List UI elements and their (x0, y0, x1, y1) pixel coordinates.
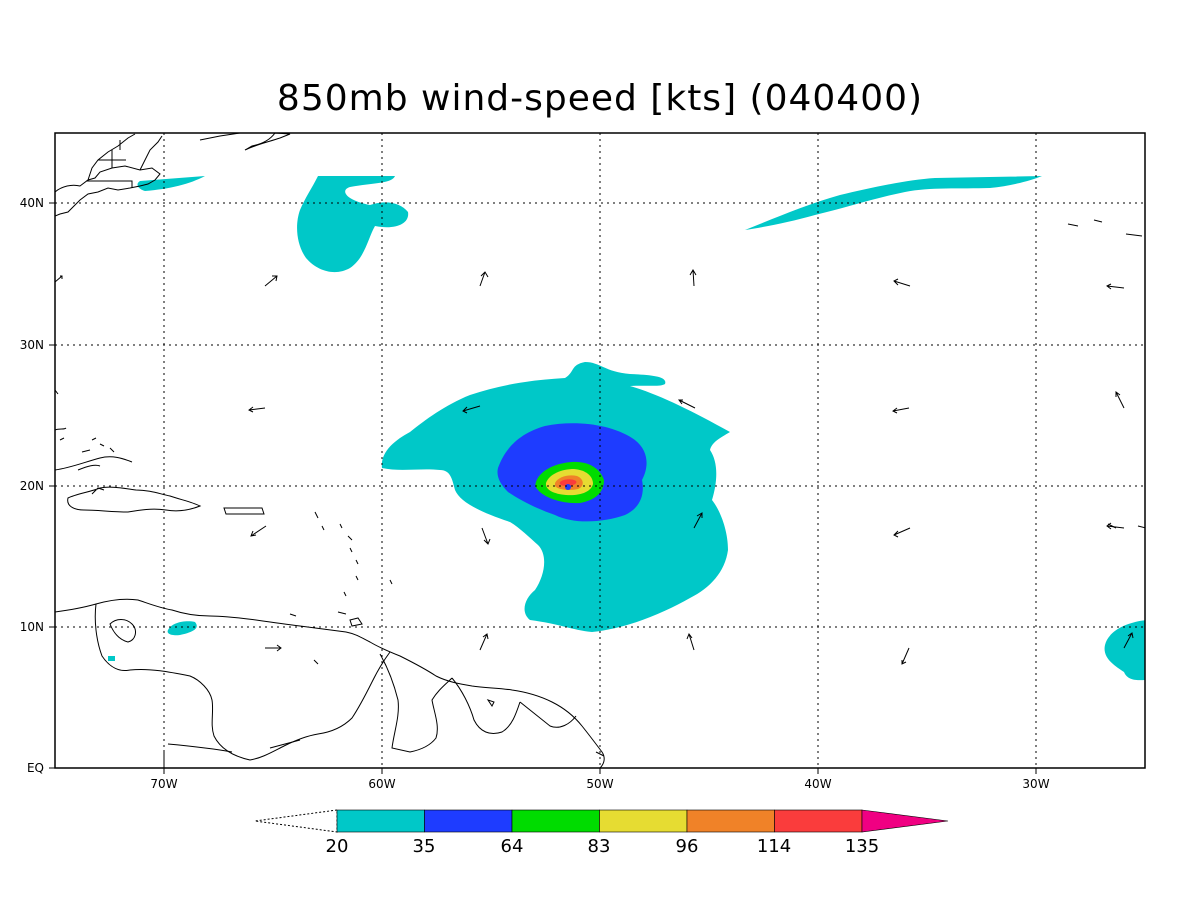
wind-vector (462, 405, 481, 414)
coast-small-islands (289, 613, 605, 757)
colorbar-label: 135 (845, 836, 879, 857)
wind-vector (686, 632, 695, 651)
colorbar-label: 83 (588, 836, 611, 857)
coast-hispaniola (67, 486, 202, 513)
colorbar-label: 64 (501, 836, 524, 857)
coast-colombia-west (94, 603, 131, 671)
patch-east-edge (1104, 620, 1145, 681)
border-venezuela (129, 651, 391, 761)
colorbar-cell (511, 809, 600, 833)
wind-vector (892, 407, 910, 414)
wind-vector (1123, 632, 1134, 649)
wind-vector (248, 406, 266, 413)
colorbar-cell (599, 809, 688, 833)
wind-vector (1115, 391, 1125, 409)
lat-label: 20N (20, 479, 44, 493)
lat-label: 30N (20, 338, 44, 352)
wind-vector (265, 644, 282, 652)
wind-vector (481, 527, 491, 545)
wind-vector (1106, 283, 1125, 290)
coast-canaries (1107, 523, 1145, 529)
wind-vector (1106, 522, 1125, 530)
wind-vector (901, 647, 910, 665)
lon-label: 30W (1022, 777, 1049, 791)
wind-vector (678, 399, 696, 409)
cutoff-low-patch (297, 176, 409, 273)
wind-vector (693, 512, 703, 529)
longitude-labels: 70W 60W 50W 40W 30W (150, 777, 1049, 791)
colorbar-cell (336, 809, 425, 833)
coast-azores (1067, 219, 1143, 237)
colorbar-label: 96 (676, 836, 699, 857)
coast-south-america (55, 598, 605, 768)
colorbar-low-arrow (254, 809, 338, 833)
patch-venezuela (167, 621, 197, 636)
colorbar-cell (424, 809, 513, 833)
coast-lake-maracaibo (109, 619, 136, 643)
lat-label: EQ (27, 761, 44, 775)
wind-vector (479, 633, 489, 651)
coastlines (55, 133, 1145, 768)
lon-label: 60W (368, 777, 395, 791)
wind-shading-114-135 (559, 479, 577, 486)
patch-small (108, 656, 115, 661)
lon-label: 70W (150, 777, 177, 791)
wind-vectors (55, 269, 1134, 665)
jet-band-northeast (745, 176, 1042, 230)
lon-label: 50W (586, 777, 613, 791)
wind-vector (893, 527, 911, 538)
wind-vector (264, 275, 278, 287)
lat-label: 10N (20, 620, 44, 634)
coast-bahamas (81, 437, 115, 453)
wind-vector (893, 278, 911, 287)
border-guyana-suriname (379, 653, 577, 753)
coast-puerto-rico (223, 507, 265, 515)
colorbar-cell (686, 809, 775, 833)
coast-new-england (87, 133, 163, 181)
lon-label: 40W (804, 777, 831, 791)
graticule (55, 133, 1145, 768)
wind-shading-20-35 (108, 176, 1145, 681)
axis-ticks (49, 202, 1037, 774)
wind-vector (479, 271, 489, 287)
coast-trinidad (337, 611, 363, 627)
coast-florida-keys (55, 389, 67, 441)
coast-nova-scotia (199, 133, 291, 151)
wind-vector (689, 269, 697, 287)
colorbar: 20 35 64 83 96 114 135 (254, 809, 949, 857)
colorbar-cells (336, 809, 863, 833)
coast-cuba (55, 456, 133, 471)
colorbar-label: 20 (326, 836, 349, 857)
colorbar-labels: 20 35 64 83 96 114 135 (326, 836, 880, 857)
wind-vector (55, 275, 63, 283)
colorbar-label: 35 (413, 836, 436, 857)
patch-new-england (137, 176, 205, 191)
lat-label: 40N (20, 196, 44, 210)
coast-north-america (55, 165, 161, 217)
latitude-labels: 40N 30N 20N 10N EQ (20, 196, 44, 775)
colorbar-cell (774, 809, 863, 833)
coast-lesser-antilles (314, 511, 393, 597)
colorbar-label: 114 (757, 836, 791, 857)
wind-vector (250, 525, 267, 537)
storm-eye (565, 484, 571, 490)
state-boundaries (86, 140, 133, 188)
map-title: 850mb wind-speed [kts] (040400) (276, 78, 924, 119)
colorbar-high-arrow (861, 809, 949, 833)
map-field (55, 133, 1145, 768)
